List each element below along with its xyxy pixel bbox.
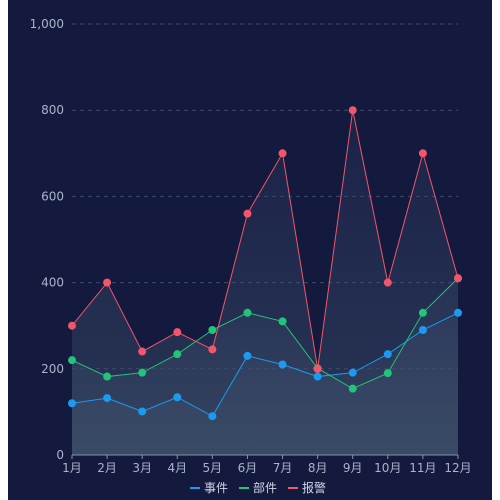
x-tick-label: 7月	[273, 461, 293, 475]
x-tick-label: 11月	[409, 461, 436, 475]
legend[interactable]: 事件 部件 报警	[190, 480, 326, 495]
data-point[interactable]	[454, 308, 462, 317]
data-point[interactable]	[313, 364, 322, 373]
data-point[interactable]	[173, 350, 182, 359]
y-tick-label: 200	[41, 362, 64, 376]
legend-item[interactable]: 部件	[239, 480, 277, 495]
data-point[interactable]	[418, 308, 427, 317]
data-point[interactable]	[208, 326, 217, 335]
x-tick-label: 3月	[132, 461, 152, 475]
x-tick-label: 1月	[62, 461, 82, 475]
data-point[interactable]	[138, 407, 147, 416]
data-point[interactable]	[208, 412, 217, 421]
data-point[interactable]	[68, 321, 76, 330]
legend-item[interactable]: 事件	[190, 481, 228, 495]
data-point[interactable]	[383, 350, 392, 359]
data-point[interactable]	[348, 368, 357, 377]
data-point[interactable]	[383, 369, 392, 378]
y-tick-label: 0	[56, 448, 64, 462]
y-tick-label: 800	[41, 103, 64, 117]
data-points	[68, 106, 462, 421]
y-tick-label: 600	[41, 189, 64, 203]
area-fills	[72, 110, 458, 455]
data-point[interactable]	[278, 317, 287, 326]
data-point[interactable]	[278, 149, 287, 158]
data-point[interactable]	[348, 106, 357, 115]
data-point[interactable]	[173, 393, 182, 402]
data-point[interactable]	[103, 372, 112, 381]
data-point[interactable]	[208, 345, 217, 354]
data-point[interactable]	[383, 278, 392, 287]
series-lines	[71, 110, 459, 417]
data-point[interactable]	[138, 368, 147, 377]
legend-item[interactable]: 报警	[288, 480, 326, 495]
data-point[interactable]	[418, 149, 427, 158]
series-line	[71, 277, 459, 390]
x-tick-label: 2月	[97, 461, 117, 475]
series-line	[71, 312, 459, 417]
axes: 0 200 400 600 800 1,000 1月 2月 3月 4月 5月 6月 7月 8月 9月 10月 1…	[30, 17, 472, 475]
data-point[interactable]	[68, 399, 76, 408]
data-point[interactable]	[243, 308, 252, 317]
data-point[interactable]	[313, 372, 322, 381]
data-point[interactable]	[418, 326, 427, 335]
x-tick-label: 10月	[374, 461, 401, 475]
data-point[interactable]	[243, 209, 252, 218]
data-point[interactable]	[173, 328, 182, 337]
x-tick-label: 6月	[238, 461, 258, 475]
data-point[interactable]	[243, 351, 252, 360]
data-point[interactable]	[138, 347, 147, 356]
data-point[interactable]	[348, 384, 357, 393]
legend-label: 报警	[302, 480, 326, 495]
data-point[interactable]	[278, 360, 287, 369]
data-point[interactable]	[68, 356, 76, 365]
series-area	[72, 110, 458, 455]
series-line	[71, 110, 459, 369]
data-point[interactable]	[103, 278, 112, 287]
legend-label: 部件	[253, 480, 277, 495]
x-tick-label: 4月	[167, 461, 187, 475]
x-tick-label: 8月	[308, 461, 328, 475]
data-point[interactable]	[454, 274, 462, 283]
x-tick-label: 5月	[203, 461, 223, 475]
data-point[interactable]	[103, 394, 112, 403]
y-tick-label: 1,000	[30, 17, 64, 31]
x-tick-label: 9月	[343, 461, 363, 475]
x-tick-label: 12月	[444, 461, 471, 475]
legend-label: 事件	[204, 481, 228, 495]
y-tick-label: 400	[41, 276, 64, 290]
